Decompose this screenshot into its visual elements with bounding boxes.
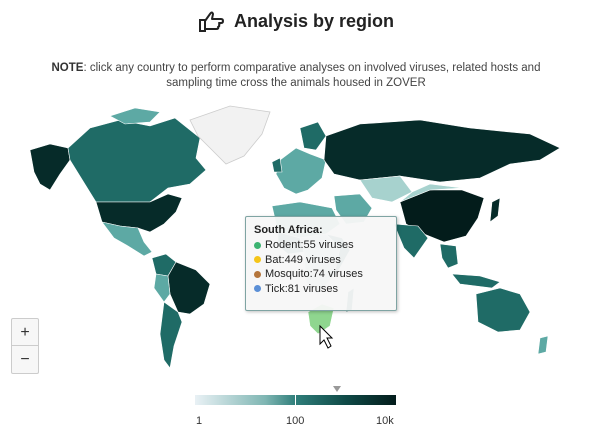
- legend-max-label: 10k: [376, 415, 394, 427]
- country-india[interactable]: [393, 223, 429, 259]
- tooltip-row-bat: Bat:449 viruses: [254, 253, 388, 268]
- country-canada[interactable]: [67, 117, 207, 203]
- bat-dot-icon: [254, 256, 261, 264]
- country-tooltip: South Africa: Rodent:55 viruses Bat:449 …: [245, 216, 397, 311]
- zoom-out-button[interactable]: −: [11, 346, 39, 374]
- country-australia[interactable]: [475, 287, 531, 333]
- country-brazil[interactable]: [167, 261, 211, 315]
- legend-marker-icon: [333, 386, 341, 392]
- mouse-cursor-icon: [319, 324, 334, 349]
- tooltip-row-label: Rodent:55 viruses: [265, 239, 354, 252]
- country-russia[interactable]: [323, 119, 561, 183]
- country-indonesia[interactable]: [451, 273, 501, 289]
- instruction-note: NOTE: click any country to perform compa…: [30, 61, 562, 91]
- country-new-zealand[interactable]: [537, 335, 549, 355]
- zoom-in-button[interactable]: +: [11, 318, 39, 346]
- note-label: NOTE: [51, 62, 84, 74]
- country-peru[interactable]: [153, 273, 171, 303]
- country-mongolia[interactable]: [399, 183, 463, 203]
- page-header: Analysis by region: [0, 6, 592, 36]
- tooltip-row-rodent: Rodent:55 viruses: [254, 238, 388, 253]
- legend-divider: [295, 395, 296, 405]
- rodent-dot-icon: [254, 241, 261, 249]
- tooltip-row-mosquito: Mosquito:74 viruses: [254, 267, 388, 282]
- country-kazakhstan[interactable]: [359, 175, 413, 203]
- legend-mid-label: 100: [286, 415, 305, 427]
- tooltip-row-label: Tick:81 viruses: [265, 282, 338, 295]
- legend-min-label: 1: [196, 415, 203, 427]
- note-text: : click any country to perform comparati…: [83, 62, 541, 89]
- tooltip-row-tick: Tick:81 viruses: [254, 282, 388, 297]
- country-mexico[interactable]: [101, 221, 153, 257]
- country-argentina[interactable]: [159, 301, 183, 369]
- country-uk[interactable]: [271, 157, 283, 173]
- country-alaska[interactable]: [29, 143, 71, 191]
- country-scandinavia[interactable]: [299, 121, 327, 151]
- country-canada-islands[interactable]: [109, 107, 161, 125]
- tick-dot-icon: [254, 285, 261, 293]
- country-europe[interactable]: [275, 147, 327, 195]
- tooltip-title: South Africa:: [254, 224, 323, 236]
- country-southeast-asia[interactable]: [439, 243, 459, 269]
- page-title: Analysis by region: [233, 10, 395, 31]
- country-greenland[interactable]: [189, 105, 271, 165]
- tooltip-row-label: Bat:449 viruses: [265, 253, 341, 266]
- hand-pointing-icon: [198, 11, 224, 32]
- mosquito-dot-icon: [254, 270, 261, 278]
- tooltip-row-label: Mosquito:74 viruses: [265, 268, 363, 281]
- country-japan[interactable]: [489, 197, 501, 223]
